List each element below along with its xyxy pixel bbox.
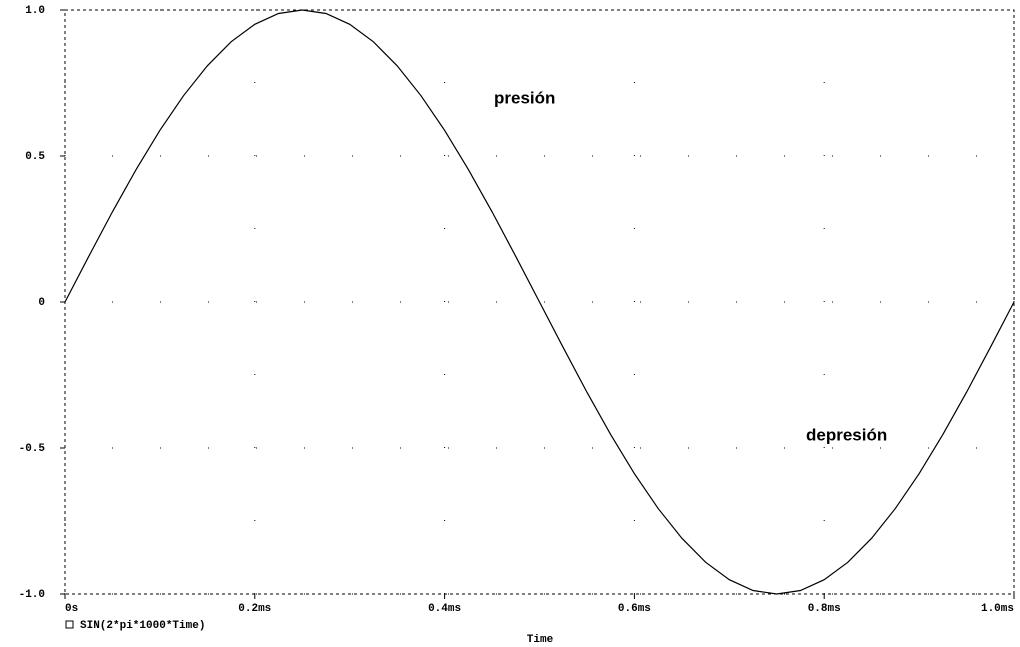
x-tick-label: 0s <box>65 603 78 615</box>
series-line <box>64 9 1015 595</box>
x-tick-label: 0.6ms <box>618 603 651 615</box>
y-tick-label: 0 <box>38 297 45 309</box>
x-tick-label: 1.0ms <box>981 603 1014 615</box>
annotation: presión <box>494 88 555 107</box>
y-tick-label: 1.0 <box>25 5 45 17</box>
y-tick-label: -1.0 <box>19 589 45 601</box>
x-tick-label: 0.8ms <box>808 603 841 615</box>
legend-label: SIN(2*pi*1000*Time) <box>80 620 205 632</box>
x-tick-label: 0.2ms <box>238 603 271 615</box>
annotation: depresión <box>806 425 887 444</box>
y-tick-label: 0.5 <box>25 151 45 163</box>
x-tick-label: 0.4ms <box>428 603 461 615</box>
y-tick-label: -0.5 <box>19 443 46 455</box>
legend-marker <box>65 620 74 629</box>
x-axis-label: Time <box>527 634 554 646</box>
